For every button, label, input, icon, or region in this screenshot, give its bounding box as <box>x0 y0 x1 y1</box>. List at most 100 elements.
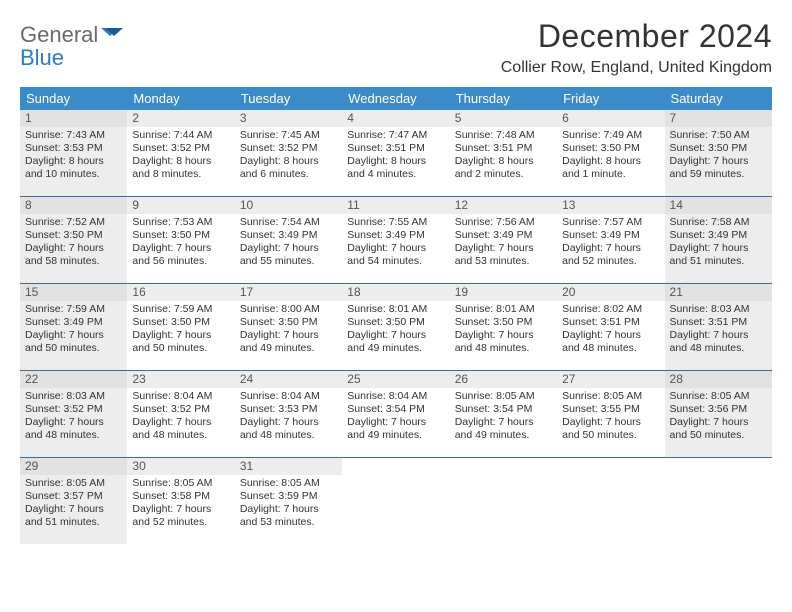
day-info-line: Sunset: 3:53 PM <box>240 403 337 416</box>
calendar-page: General Blue December 2024 Collier Row, … <box>0 0 792 554</box>
day-info-line: and 59 minutes. <box>670 168 767 181</box>
day-info-line: Sunset: 3:54 PM <box>347 403 444 416</box>
day-info-line: Sunrise: 7:59 AM <box>25 303 122 316</box>
day-number: 12 <box>450 197 557 214</box>
day-info-line: Daylight: 7 hours <box>132 242 229 255</box>
day-info-line: Daylight: 8 hours <box>455 155 552 168</box>
day-header: Sunday <box>20 87 127 110</box>
day-cell: 7Sunrise: 7:50 AMSunset: 3:50 PMDaylight… <box>665 110 772 196</box>
day-cell: 27Sunrise: 8:05 AMSunset: 3:55 PMDayligh… <box>557 371 664 457</box>
week-row: 8Sunrise: 7:52 AMSunset: 3:50 PMDaylight… <box>20 196 772 283</box>
day-number: 14 <box>665 197 772 214</box>
day-info-line: Sunrise: 7:43 AM <box>25 129 122 142</box>
day-info-line: Sunset: 3:50 PM <box>132 316 229 329</box>
day-info-line: Sunrise: 8:01 AM <box>347 303 444 316</box>
day-cell: 5Sunrise: 7:48 AMSunset: 3:51 PMDaylight… <box>450 110 557 196</box>
day-info-line: Daylight: 7 hours <box>25 416 122 429</box>
day-info-line: Sunrise: 8:04 AM <box>240 390 337 403</box>
day-info-line: Sunset: 3:49 PM <box>562 229 659 242</box>
day-cell: 18Sunrise: 8:01 AMSunset: 3:50 PMDayligh… <box>342 284 449 370</box>
day-info-line: Sunset: 3:54 PM <box>455 403 552 416</box>
day-info-line: Sunrise: 7:55 AM <box>347 216 444 229</box>
month-title: December 2024 <box>501 18 772 55</box>
day-number: 30 <box>127 458 234 475</box>
day-info-line: Sunset: 3:50 PM <box>455 316 552 329</box>
day-header: Tuesday <box>235 87 342 110</box>
day-cell: 10Sunrise: 7:54 AMSunset: 3:49 PMDayligh… <box>235 197 342 283</box>
day-cell: 13Sunrise: 7:57 AMSunset: 3:49 PMDayligh… <box>557 197 664 283</box>
day-info-line: Daylight: 8 hours <box>562 155 659 168</box>
day-number: 23 <box>127 371 234 388</box>
day-cell: 19Sunrise: 8:01 AMSunset: 3:50 PMDayligh… <box>450 284 557 370</box>
day-info-line: Daylight: 8 hours <box>25 155 122 168</box>
day-number: 18 <box>342 284 449 301</box>
logo-general: General <box>20 22 98 47</box>
day-number: 28 <box>665 371 772 388</box>
day-info-line: and 52 minutes. <box>562 255 659 268</box>
day-info-line: Sunrise: 8:05 AM <box>25 477 122 490</box>
day-info-line: Daylight: 7 hours <box>25 503 122 516</box>
day-cell: 21Sunrise: 8:03 AMSunset: 3:51 PMDayligh… <box>665 284 772 370</box>
day-number: 17 <box>235 284 342 301</box>
day-info-line: Daylight: 7 hours <box>670 242 767 255</box>
day-info-line: and 58 minutes. <box>25 255 122 268</box>
day-info-line: Sunset: 3:50 PM <box>240 316 337 329</box>
day-info-line: Sunrise: 7:49 AM <box>562 129 659 142</box>
day-info-line: Sunset: 3:50 PM <box>562 142 659 155</box>
day-info-line: Sunset: 3:55 PM <box>562 403 659 416</box>
day-cell: 25Sunrise: 8:04 AMSunset: 3:54 PMDayligh… <box>342 371 449 457</box>
week-row: 29Sunrise: 8:05 AMSunset: 3:57 PMDayligh… <box>20 457 772 544</box>
day-info-line: Sunset: 3:59 PM <box>240 490 337 503</box>
day-number: 21 <box>665 284 772 301</box>
day-info-line: and 48 minutes. <box>25 429 122 442</box>
day-info-line: Sunset: 3:58 PM <box>132 490 229 503</box>
day-cell: 30Sunrise: 8:05 AMSunset: 3:58 PMDayligh… <box>127 458 234 544</box>
day-info-line: Daylight: 7 hours <box>670 416 767 429</box>
week-row: 15Sunrise: 7:59 AMSunset: 3:49 PMDayligh… <box>20 283 772 370</box>
day-cell <box>450 458 557 544</box>
day-info-line: Sunrise: 8:05 AM <box>562 390 659 403</box>
day-info-line: Sunrise: 7:52 AM <box>25 216 122 229</box>
day-info-line: and 8 minutes. <box>132 168 229 181</box>
day-info-line: Sunset: 3:50 PM <box>132 229 229 242</box>
day-info-line: and 50 minutes. <box>562 429 659 442</box>
page-header: General Blue December 2024 Collier Row, … <box>20 18 772 77</box>
day-info-line: and 50 minutes. <box>25 342 122 355</box>
day-header-row: SundayMondayTuesdayWednesdayThursdayFrid… <box>20 87 772 110</box>
day-info-line: Sunrise: 7:57 AM <box>562 216 659 229</box>
day-info-line: Daylight: 7 hours <box>670 329 767 342</box>
day-number: 13 <box>557 197 664 214</box>
flag-icon <box>101 26 125 44</box>
day-number: 16 <box>127 284 234 301</box>
day-cell: 16Sunrise: 7:59 AMSunset: 3:50 PMDayligh… <box>127 284 234 370</box>
day-number: 4 <box>342 110 449 127</box>
day-info-line: and 53 minutes. <box>240 516 337 529</box>
day-info-line: Sunset: 3:52 PM <box>132 142 229 155</box>
day-number: 26 <box>450 371 557 388</box>
day-info-line: Sunset: 3:52 PM <box>132 403 229 416</box>
day-info-line: Sunrise: 8:02 AM <box>562 303 659 316</box>
day-info-line: Sunset: 3:57 PM <box>25 490 122 503</box>
day-info-line: Daylight: 7 hours <box>562 329 659 342</box>
day-info-line: Sunset: 3:56 PM <box>670 403 767 416</box>
day-number: 25 <box>342 371 449 388</box>
day-cell: 4Sunrise: 7:47 AMSunset: 3:51 PMDaylight… <box>342 110 449 196</box>
day-info-line: and 48 minutes. <box>562 342 659 355</box>
day-info-line: Sunrise: 8:05 AM <box>240 477 337 490</box>
day-number: 1 <box>20 110 127 127</box>
day-info-line: Sunset: 3:51 PM <box>670 316 767 329</box>
day-info-line: Sunrise: 7:58 AM <box>670 216 767 229</box>
day-number: 5 <box>450 110 557 127</box>
day-number: 6 <box>557 110 664 127</box>
day-info-line: Daylight: 7 hours <box>132 329 229 342</box>
day-info-line: Daylight: 7 hours <box>240 329 337 342</box>
day-number: 22 <box>20 371 127 388</box>
day-cell: 14Sunrise: 7:58 AMSunset: 3:49 PMDayligh… <box>665 197 772 283</box>
day-cell: 17Sunrise: 8:00 AMSunset: 3:50 PMDayligh… <box>235 284 342 370</box>
day-cell <box>557 458 664 544</box>
day-info-line: and 52 minutes. <box>132 516 229 529</box>
day-info-line: Sunset: 3:50 PM <box>25 229 122 242</box>
day-header: Friday <box>557 87 664 110</box>
day-info-line: Sunrise: 8:05 AM <box>455 390 552 403</box>
day-cell: 8Sunrise: 7:52 AMSunset: 3:50 PMDaylight… <box>20 197 127 283</box>
